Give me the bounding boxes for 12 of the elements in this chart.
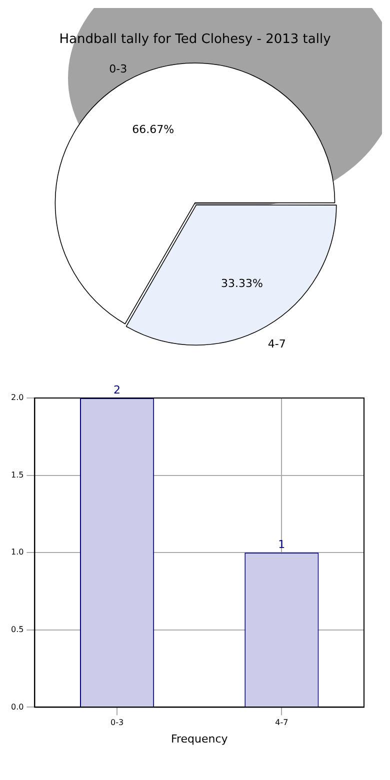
y-tick-label: 1.0	[10, 548, 24, 557]
data-label: 33.33%	[220, 276, 263, 290]
y-tick-label: 0.5	[10, 624, 24, 634]
x-axis-title: Frequency	[170, 732, 228, 746]
data-label: 66.67%	[132, 123, 174, 136]
slice-label: 0-3	[109, 62, 128, 76]
data-label: 1	[278, 538, 286, 551]
data-label: 2	[114, 383, 121, 396]
y-tick-label: 1.5	[10, 470, 24, 480]
slice-label: 4-7	[268, 338, 286, 351]
y-tick-label: 0.0	[10, 702, 24, 712]
y-tick-label: 2.0	[10, 393, 24, 402]
